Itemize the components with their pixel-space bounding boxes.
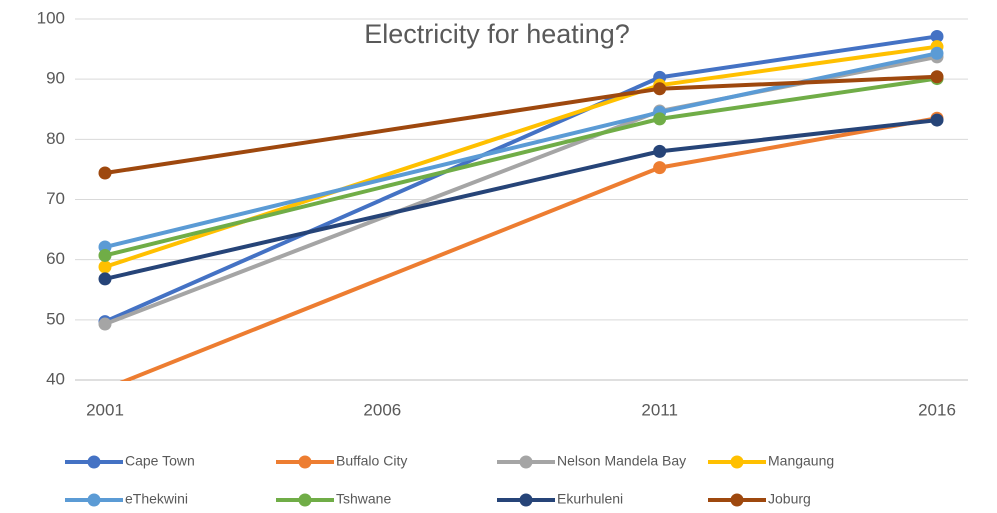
data-point <box>98 272 112 286</box>
data-point <box>930 113 944 127</box>
y-tick-label: 80 <box>46 129 65 148</box>
x-tick-label: 2016 <box>918 400 956 419</box>
data-point <box>99 383 112 396</box>
legend-marker <box>87 455 101 469</box>
legend-label: eThekwini <box>125 491 188 507</box>
data-point <box>98 317 112 331</box>
y-tick-label: 50 <box>46 309 65 328</box>
data-point <box>98 166 112 180</box>
data-point <box>930 29 944 43</box>
legend-marker <box>519 455 533 469</box>
legend-label: Ekurhuleni <box>557 491 623 507</box>
data-point <box>653 82 667 96</box>
legend-marker <box>87 493 101 507</box>
x-tick-label: 2006 <box>363 400 401 419</box>
legend-label: Joburg <box>768 491 811 507</box>
y-tick-label: 100 <box>37 8 65 27</box>
legend-marker <box>298 493 312 507</box>
x-tick-label: 2011 <box>641 400 678 419</box>
y-tick-label: 60 <box>46 249 65 268</box>
legend-label: Mangaung <box>768 453 834 469</box>
legend: Cape Town Buffalo City Nelson Mandela Bay M… <box>65 453 834 507</box>
series-line <box>104 76 938 258</box>
data-point <box>930 46 944 60</box>
legend-item: Joburg <box>708 491 811 507</box>
legend-marker <box>730 455 744 469</box>
data-point <box>98 260 112 274</box>
series-line <box>119 116 938 381</box>
legend-label: Nelson Mandela Bay <box>557 453 686 469</box>
y-tick-label: 90 <box>46 69 65 88</box>
data-point <box>98 248 112 262</box>
data-point <box>653 161 667 175</box>
data-point <box>930 70 944 84</box>
legend-item: Buffalo City <box>276 453 407 469</box>
series-line <box>104 74 938 176</box>
legend-marker <box>730 493 744 507</box>
legend-label: Cape Town <box>125 453 195 469</box>
legend-item: eThekwini <box>65 491 188 507</box>
legend-label: Tshwane <box>336 491 391 507</box>
y-tick-label: 40 <box>46 369 65 388</box>
legend-label: Buffalo City <box>336 453 407 469</box>
data-point <box>653 144 667 158</box>
legend-marker <box>519 493 533 507</box>
plot-area <box>98 29 944 396</box>
grid: 40 50 60 70 80 90 100 2001 2006 2011 2016 <box>37 8 968 419</box>
legend-item: Mangaung <box>708 453 834 469</box>
x-tick-label: 2001 <box>86 400 124 419</box>
legend-item: Cape Town <box>65 453 195 469</box>
chart-title: Electricity for heating? <box>364 19 630 49</box>
data-point <box>653 112 667 126</box>
legend-marker <box>298 455 312 469</box>
legend-item: Nelson Mandela Bay <box>497 453 686 469</box>
legend-item: Tshwane <box>276 491 391 507</box>
y-tick-label: 70 <box>46 189 65 208</box>
legend-item: Ekurhuleni <box>497 491 623 507</box>
